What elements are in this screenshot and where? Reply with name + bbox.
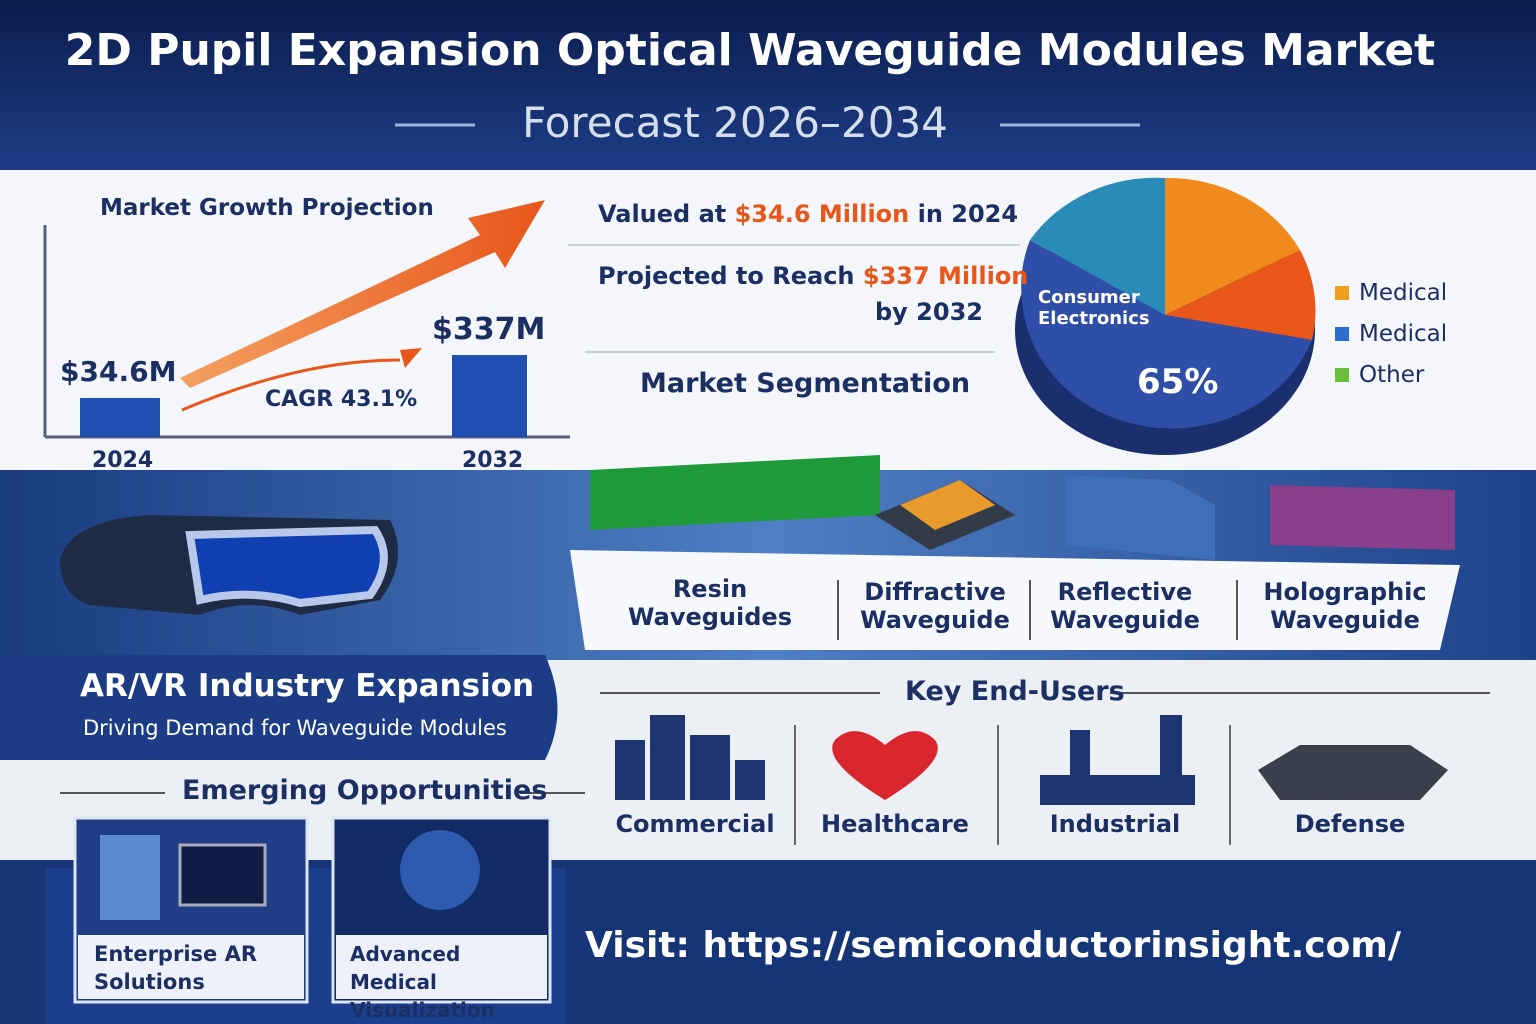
swatch xyxy=(1335,286,1349,300)
title: 2D Pupil Expansion Optical Waveguide Mod… xyxy=(64,25,1436,76)
visit-link[interactable]: Visit: https://semiconductorinsight.com/ xyxy=(585,925,1401,966)
amount: $337 Million xyxy=(862,262,1029,290)
end-year: 2032 xyxy=(462,448,524,473)
legend-label: Medical xyxy=(1359,280,1448,306)
arvr-subtitle: Driving Demand for Waveguide Modules xyxy=(83,716,507,740)
pie-percent: 65% xyxy=(1137,362,1219,402)
segment: Reflective Waveguide xyxy=(1050,578,1200,634)
amount: $34.6 Million xyxy=(734,200,910,228)
cagr: CAGR 43.1% xyxy=(265,387,418,412)
end-user: Defense xyxy=(1294,810,1406,838)
end-user: Healthcare xyxy=(821,810,969,838)
valued-text: Valued at $34.6 Million in 2024 xyxy=(598,200,1018,228)
legend: Medical Medical Other xyxy=(1335,280,1447,403)
start-value: $34.6M xyxy=(60,355,177,388)
opportunity: Enterprise AR Solutions xyxy=(94,942,257,994)
projected-suffix: by 2032 xyxy=(875,298,983,326)
end-user: Industrial xyxy=(1049,810,1181,838)
legend-label: Other xyxy=(1359,362,1425,388)
segment: Holographic Waveguide xyxy=(1263,578,1427,634)
segment: Diffractive Waveguide xyxy=(860,578,1010,634)
opportunities-title: Emerging Opportunities xyxy=(182,775,548,806)
subtitle: Forecast 2026–2034 xyxy=(522,98,948,147)
legend-label: Medical xyxy=(1359,321,1448,347)
segmentation-title: Market Segmentation xyxy=(640,368,971,399)
start-year: 2024 xyxy=(92,448,154,473)
growth-title: Market Growth Projection xyxy=(100,195,434,221)
segment: Resin Waveguides xyxy=(628,575,792,631)
opportunity: Advanced Medical Visualization xyxy=(350,942,495,1022)
text: Valued at xyxy=(598,200,727,228)
swatch xyxy=(1335,327,1349,341)
swatch xyxy=(1335,368,1349,382)
arvr-title: AR/VR Industry Expansion xyxy=(80,668,535,704)
legend-entry: Medical xyxy=(1335,280,1447,321)
text: in 2024 xyxy=(917,200,1019,228)
end-value: $337M xyxy=(432,312,546,347)
legend-entry: Other xyxy=(1335,362,1447,403)
end-users-title: Key End-Users xyxy=(905,676,1125,707)
projected-text: Projected to Reach $337 Million xyxy=(598,262,1028,290)
pie-label: Consumer Electronics xyxy=(1038,287,1150,329)
end-user: Commercial xyxy=(615,810,775,838)
text: Projected to Reach xyxy=(598,262,855,290)
legend-entry: Medical xyxy=(1335,321,1447,362)
